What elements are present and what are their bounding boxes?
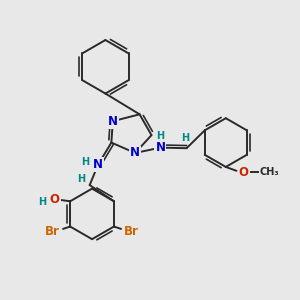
Text: N: N (108, 115, 118, 128)
Text: N: N (130, 146, 140, 160)
Text: H: H (81, 158, 90, 167)
Text: N: N (155, 141, 165, 154)
Text: H: H (181, 133, 189, 143)
Text: O: O (50, 193, 60, 206)
Text: O: O (238, 166, 249, 179)
Text: H: H (77, 173, 86, 184)
Text: H: H (38, 197, 46, 207)
Text: N: N (93, 158, 103, 171)
Text: Br: Br (124, 225, 139, 239)
Text: H: H (156, 131, 164, 141)
Text: CH₃: CH₃ (260, 167, 280, 177)
Text: Br: Br (45, 225, 60, 239)
